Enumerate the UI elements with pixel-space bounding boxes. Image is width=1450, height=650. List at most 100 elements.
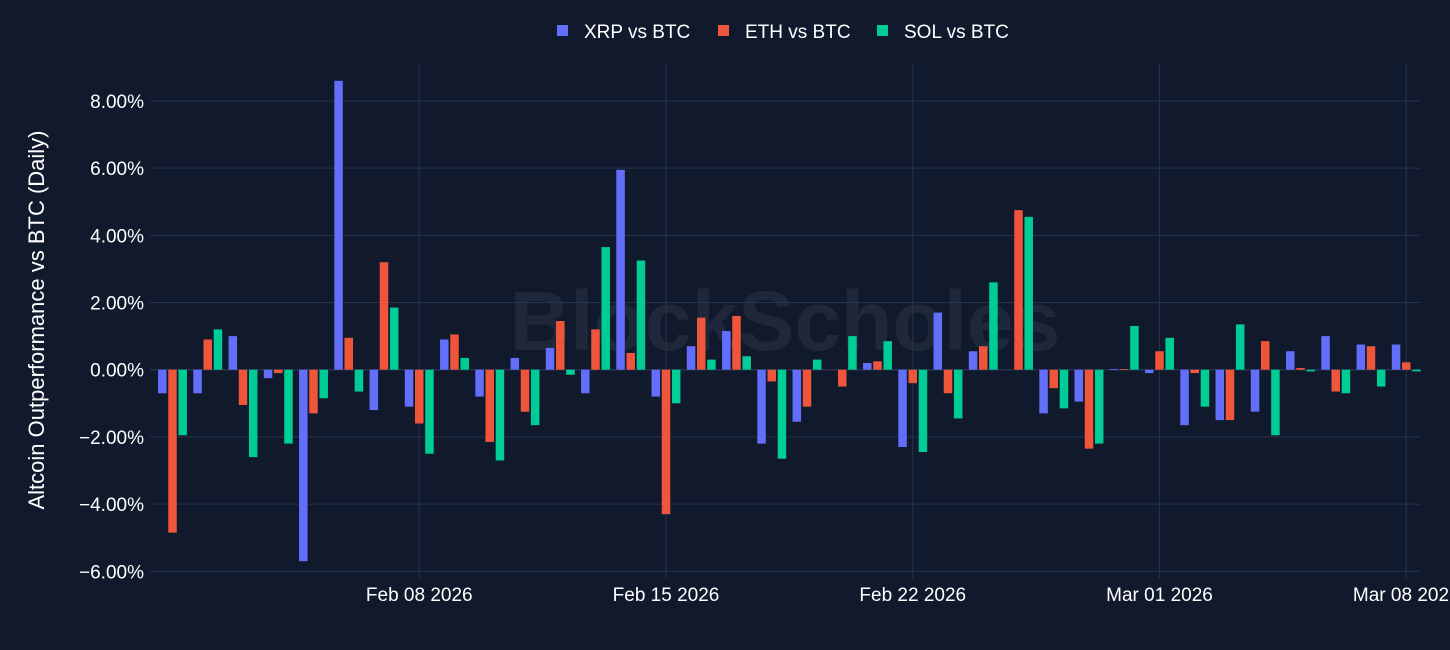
bar-xrp-vs-btc bbox=[545, 347, 555, 370]
bar-eth-vs-btc bbox=[1402, 362, 1411, 370]
bar-xrp-vs-btc bbox=[968, 351, 978, 370]
bar-sol-vs-btc bbox=[566, 369, 575, 375]
bar-xrp-vs-btc bbox=[158, 369, 167, 394]
bar-sol-vs-btc bbox=[389, 307, 399, 370]
bar-eth-vs-btc bbox=[1120, 369, 1129, 370]
bars bbox=[158, 80, 1421, 562]
y-axis-ticks: −6.00% −4.00% −2.00% 0.00% 2.00% 4.00% 6.00% 8.… bbox=[79, 92, 144, 583]
bar-eth-vs-btc bbox=[1049, 369, 1058, 389]
bar-xrp-vs-btc bbox=[1321, 336, 1330, 370]
bar-xrp-vs-btc bbox=[510, 357, 520, 370]
bar-xrp-vs-btc bbox=[1286, 351, 1295, 370]
x-axis-ticks: Feb 08 2026 Feb 15 2026 Feb 22 2026 Mar 01 … bbox=[366, 585, 1450, 606]
bar-sol-vs-btc bbox=[530, 369, 540, 426]
bar-eth-vs-btc bbox=[203, 339, 212, 370]
bar-xrp-vs-btc bbox=[792, 369, 802, 422]
bar-eth-vs-btc bbox=[556, 321, 565, 370]
y-tick-label: 4.00% bbox=[90, 226, 144, 247]
bar-xrp-vs-btc bbox=[1145, 369, 1154, 374]
bar-eth-vs-btc bbox=[344, 337, 353, 370]
bar-eth-vs-btc bbox=[732, 315, 741, 370]
bar-eth-vs-btc bbox=[168, 369, 177, 533]
bar-eth-vs-btc bbox=[238, 369, 248, 405]
bar-sol-vs-btc bbox=[1130, 326, 1139, 370]
y-tick-label: −4.00% bbox=[79, 495, 144, 516]
legend[interactable]: XRP vs BTC ETH vs BTC SOL vs BTC bbox=[557, 22, 1009, 43]
bar-sol-vs-btc bbox=[1235, 324, 1245, 370]
bar-xrp-vs-btc bbox=[334, 80, 343, 370]
bar-sol-vs-btc bbox=[742, 356, 751, 370]
legend-item-eth-vs-btc[interactable]: ETH vs BTC bbox=[718, 22, 851, 43]
bar-eth-vs-btc bbox=[1225, 369, 1235, 421]
watermark: BlockScholes bbox=[510, 274, 1061, 368]
bar-xrp-vs-btc bbox=[686, 346, 696, 370]
bar-xrp-vs-btc bbox=[651, 369, 661, 397]
bar-sol-vs-btc bbox=[460, 357, 469, 370]
bar-sol-vs-btc bbox=[354, 369, 364, 392]
bar-eth-vs-btc bbox=[873, 361, 882, 370]
bar-sol-vs-btc bbox=[1024, 216, 1033, 370]
bar-sol-vs-btc bbox=[1059, 369, 1069, 409]
legend-item-sol-vs-btc[interactable]: SOL vs BTC bbox=[877, 22, 1009, 43]
bar-xrp-vs-btc bbox=[898, 369, 907, 447]
bar-xrp-vs-btc bbox=[581, 369, 590, 394]
bar-eth-vs-btc bbox=[274, 369, 283, 374]
bar-eth-vs-btc bbox=[661, 369, 671, 515]
bar-eth-vs-btc bbox=[979, 346, 988, 370]
bar-sol-vs-btc bbox=[707, 359, 716, 370]
bar-sol-vs-btc bbox=[601, 247, 610, 370]
bar-eth-vs-btc bbox=[1084, 369, 1094, 449]
bar-eth-vs-btc bbox=[450, 334, 459, 370]
bar-eth-vs-btc bbox=[838, 369, 847, 387]
legend-item-xrp-vs-btc[interactable]: XRP vs BTC bbox=[557, 22, 690, 43]
bar-sol-vs-btc bbox=[1200, 369, 1210, 407]
bar-eth-vs-btc bbox=[1366, 346, 1376, 370]
y-tick-label: 8.00% bbox=[90, 92, 144, 113]
bar-sol-vs-btc bbox=[1412, 369, 1421, 372]
bar-eth-vs-btc bbox=[943, 369, 953, 394]
y-axis-title: Altcoin Outperformance vs BTC (Daily) bbox=[24, 131, 49, 510]
bar-sol-vs-btc bbox=[1306, 369, 1315, 372]
bar-sol-vs-btc bbox=[812, 359, 822, 370]
bar-sol-vs-btc bbox=[848, 336, 857, 370]
bar-xrp-vs-btc bbox=[863, 362, 872, 370]
bar-sol-vs-btc bbox=[989, 282, 998, 370]
bar-sol-vs-btc bbox=[636, 260, 646, 370]
bar-eth-vs-btc bbox=[1014, 210, 1023, 370]
bar-xrp-vs-btc bbox=[1391, 344, 1401, 370]
bar-xrp-vs-btc bbox=[1250, 369, 1260, 412]
bar-eth-vs-btc bbox=[1331, 369, 1340, 392]
bar-sol-vs-btc bbox=[1165, 337, 1174, 370]
bar-xrp-vs-btc bbox=[228, 336, 238, 370]
bar-sol-vs-btc bbox=[1271, 369, 1280, 436]
bar-xrp-vs-btc bbox=[616, 169, 625, 370]
bar-eth-vs-btc bbox=[697, 317, 706, 370]
bar-xrp-vs-btc bbox=[475, 369, 484, 397]
legend-swatch bbox=[877, 25, 888, 36]
x-tick-label: Feb 15 2026 bbox=[613, 585, 720, 606]
bar-sol-vs-btc bbox=[248, 369, 258, 458]
bar-sol-vs-btc bbox=[213, 329, 223, 370]
bar-xrp-vs-btc bbox=[193, 369, 202, 394]
bar-sol-vs-btc bbox=[1376, 369, 1386, 387]
x-tick-label: Mar 01 2026 bbox=[1106, 585, 1213, 606]
bar-xrp-vs-btc bbox=[1109, 369, 1119, 370]
bar-xrp-vs-btc bbox=[1215, 369, 1225, 421]
bar-xrp-vs-btc bbox=[1180, 369, 1189, 426]
bar-eth-vs-btc bbox=[626, 352, 635, 370]
bar-sol-vs-btc bbox=[495, 369, 505, 461]
bar-sol-vs-btc bbox=[1341, 369, 1351, 394]
legend-label: XRP vs BTC bbox=[584, 22, 690, 43]
x-tick-label: Feb 08 2026 bbox=[366, 585, 473, 606]
bar-eth-vs-btc bbox=[1190, 369, 1199, 374]
legend-label: ETH vs BTC bbox=[745, 22, 851, 43]
legend-label: SOL vs BTC bbox=[904, 22, 1009, 43]
bar-sol-vs-btc bbox=[178, 369, 187, 436]
y-tick-label: 0.00% bbox=[90, 361, 144, 382]
bar-eth-vs-btc bbox=[802, 369, 812, 407]
bar-sol-vs-btc bbox=[777, 369, 787, 459]
bar-sol-vs-btc bbox=[883, 341, 892, 370]
bar-xrp-vs-btc bbox=[1356, 344, 1366, 370]
